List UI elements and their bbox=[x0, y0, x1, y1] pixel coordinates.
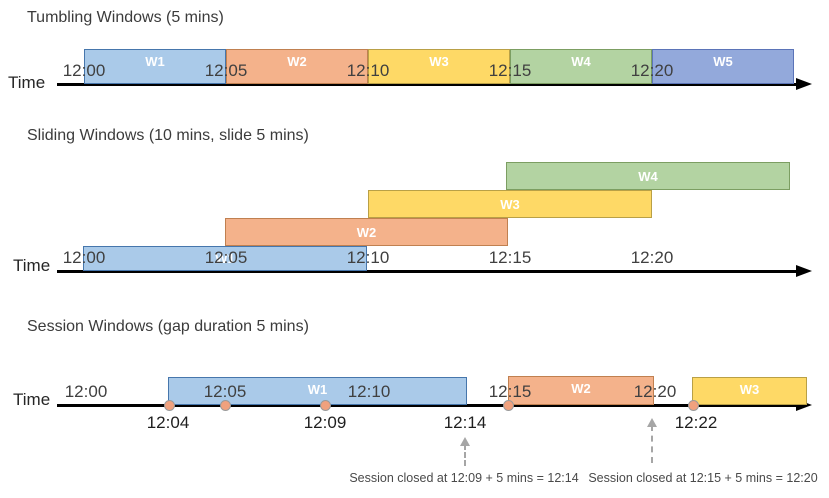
event-time-label-1214: 12:14 bbox=[443, 413, 487, 432]
event-dot bbox=[163, 400, 175, 411]
tumbling-time-axis-label: Time bbox=[8, 73, 46, 92]
session-closed-annotation: Session closed at 12:09 + 5 mins = 12:14 bbox=[349, 471, 579, 485]
dashed-callout-arrow bbox=[464, 444, 466, 466]
dashed-callout-arrowhead-icon bbox=[647, 418, 657, 427]
sliding-window-w3: W3 bbox=[368, 190, 652, 218]
tumbling-window-w5: W5 bbox=[652, 49, 794, 84]
tick-label-1215: 12:15 bbox=[488, 248, 532, 267]
event-dot bbox=[219, 400, 231, 411]
tick-label-1210: 12:10 bbox=[346, 61, 390, 80]
sliding-window-w1: W1 bbox=[83, 246, 367, 271]
tick-label-1220: 12:20 bbox=[630, 61, 674, 80]
tumbling-window-w2: W2 bbox=[226, 49, 368, 84]
session-closed-annotation: Session closed at 12:15 + 5 mins = 12:20 bbox=[588, 471, 818, 485]
timeline-axis bbox=[57, 404, 798, 407]
tick-label-1220: 12:20 bbox=[633, 382, 677, 401]
session-section-title: Session Windows (gap duration 5 mins) bbox=[27, 318, 309, 335]
sliding-window-w2: W2 bbox=[225, 218, 508, 246]
tick-label-1205: 12:05 bbox=[204, 61, 248, 80]
timeline-axis bbox=[57, 270, 798, 273]
timeline-arrowhead-icon bbox=[796, 265, 812, 278]
event-time-label-1209: 12:09 bbox=[303, 413, 347, 432]
timeline-axis bbox=[57, 83, 798, 86]
tumbling-window-w1: W1 bbox=[84, 49, 226, 84]
sliding-section-title: Sliding Windows (10 mins, slide 5 mins) bbox=[27, 127, 309, 144]
dashed-callout-arrowhead-icon bbox=[460, 437, 470, 446]
event-time-label-1204: 12:04 bbox=[146, 413, 190, 432]
session-time-axis-label: Time bbox=[13, 390, 51, 409]
tick-label-1205: 12:05 bbox=[204, 248, 248, 267]
tumbling-section-title: Tumbling Windows (5 mins) bbox=[27, 9, 224, 26]
session-window-w2: W2 bbox=[508, 376, 654, 405]
sliding-window-w4: W4 bbox=[506, 162, 790, 190]
tick-label-1200: 12:00 bbox=[62, 61, 106, 80]
dashed-callout-arrow bbox=[651, 425, 653, 463]
tick-label-1220: 12:20 bbox=[630, 248, 674, 267]
event-time-label-1222: 12:22 bbox=[674, 413, 718, 432]
session-window-w3: W3 bbox=[692, 377, 807, 405]
tick-label-1215: 12:15 bbox=[488, 382, 532, 401]
session-window-w1: W1 bbox=[168, 377, 467, 405]
tick-label-1210: 12:10 bbox=[346, 248, 390, 267]
tick-label-1200: 12:00 bbox=[62, 248, 106, 267]
event-dot bbox=[687, 400, 699, 411]
tick-label-1210: 12:10 bbox=[347, 382, 391, 401]
tick-label-1215: 12:15 bbox=[488, 61, 532, 80]
timeline-arrowhead-icon bbox=[796, 78, 812, 91]
tumbling-window-w4: W4 bbox=[510, 49, 652, 84]
tumbling-window-w3: W3 bbox=[368, 49, 510, 84]
event-dot bbox=[319, 400, 331, 411]
event-dot bbox=[502, 400, 514, 411]
tick-label-1205: 12:05 bbox=[203, 382, 247, 401]
tick-label-1200: 12:00 bbox=[64, 382, 108, 401]
sliding-time-axis-label: Time bbox=[13, 256, 51, 275]
